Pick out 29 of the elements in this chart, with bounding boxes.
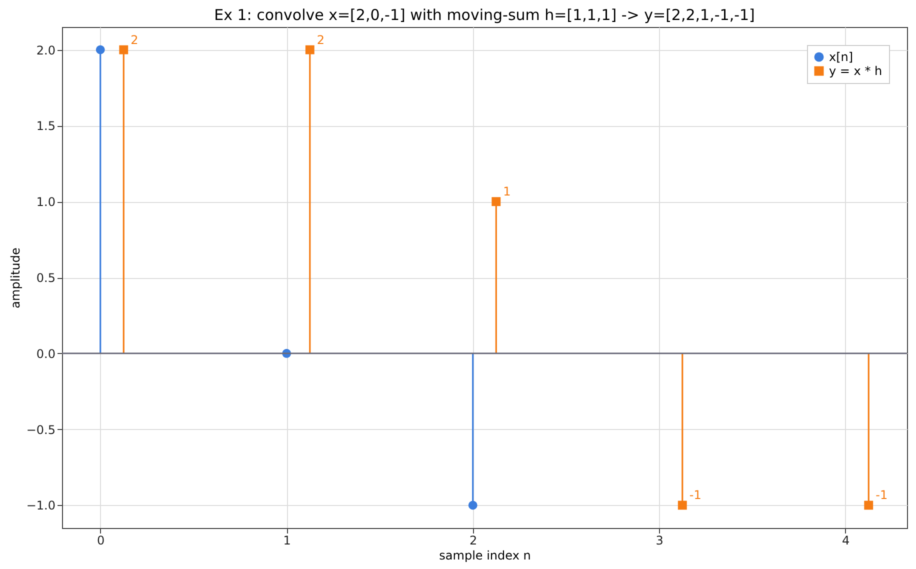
y-tick-label: −0.5 <box>26 422 56 437</box>
y-axis-title: amplitude <box>8 248 22 308</box>
data-label: -1 <box>876 488 888 502</box>
legend-label: x[n] <box>829 50 854 64</box>
point <box>492 197 501 206</box>
y-tick-label: 1.0 <box>36 195 56 210</box>
x-tick-label: 1 <box>283 534 291 548</box>
point <box>96 45 105 54</box>
data-label: 1 <box>503 184 511 199</box>
point <box>468 500 478 510</box>
chart-title: Ex 1: convolve x=[2,0,-1] with moving-sum h=[1,1,1] -> y=[2,2,1,-1,-1] <box>214 6 755 24</box>
point <box>678 500 687 510</box>
y-tick-label: 2.0 <box>36 43 56 58</box>
x-tick-label: 0 <box>97 534 105 548</box>
point <box>864 500 874 510</box>
x-axis-title: sample index n <box>439 548 531 562</box>
data-label: 2 <box>316 32 325 47</box>
y-tick-label: 0.0 <box>36 346 56 361</box>
y-tick-label: 0.5 <box>36 271 56 285</box>
x-tick-label: 3 <box>656 534 664 548</box>
y-tick-label: 1.5 <box>36 119 56 134</box>
point <box>119 45 128 54</box>
point <box>305 45 314 54</box>
legend-label: y = x * h <box>829 64 882 78</box>
data-label: 2 <box>130 32 138 47</box>
data-label: -1 <box>689 488 702 502</box>
x-tick-label: 4 <box>842 534 850 548</box>
x-tick-label: 2 <box>470 534 478 548</box>
y-tick-label: −1.0 <box>26 498 56 513</box>
